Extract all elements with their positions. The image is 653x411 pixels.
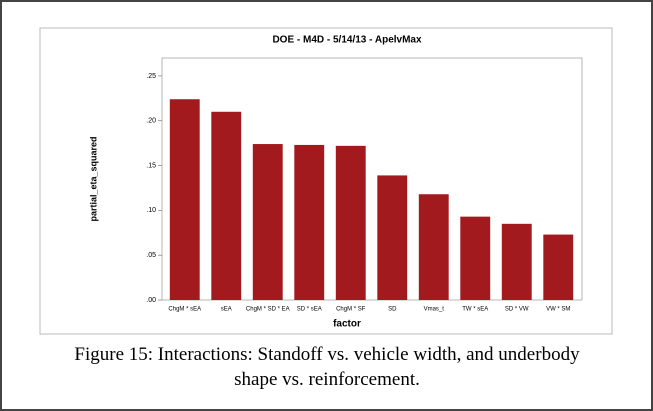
bar: [335, 145, 366, 300]
x-tick-label: SD * sEA: [297, 307, 322, 313]
x-tick-label: SD * VW: [505, 307, 529, 313]
bar: [252, 144, 283, 300]
plot-area: [161, 57, 583, 301]
y-axis-label: partial_eta_squared: [88, 136, 98, 221]
x-tick-label: SD: [388, 307, 397, 313]
y-tick-label: .25: [146, 73, 156, 80]
bar: [294, 144, 325, 300]
bar: [169, 99, 200, 300]
y-tick-label: .00: [146, 297, 156, 304]
chart-title: DOE - M4D - 5/14/13 - ApelvMax: [272, 35, 422, 46]
bar: [377, 175, 408, 300]
bar: [543, 234, 574, 300]
y-tick-label: .10: [146, 207, 156, 214]
x-tick-label: TW * sEA: [462, 307, 488, 313]
y-tick-label: .05: [146, 252, 156, 259]
x-tick-label: ChgM * sEA: [168, 307, 201, 313]
bar: [418, 194, 449, 300]
x-tick-label: ChgM * SF: [336, 307, 366, 313]
x-tick-label: ChgM * SD * EA: [246, 307, 290, 313]
bar: [501, 223, 532, 300]
x-tick-label: VW * SM: [546, 307, 570, 313]
y-tick-label: .15: [146, 162, 156, 169]
caption: Figure 15: Interactions: Standoff vs. ve…: [74, 344, 580, 390]
x-tick-label: sEA: [221, 307, 232, 313]
x-tick-label: Vmas_t: [424, 307, 445, 313]
y-tick-label: .20: [146, 118, 156, 125]
bar: [211, 111, 242, 301]
x-axis-label: factor: [333, 319, 361, 330]
bar: [460, 216, 491, 300]
